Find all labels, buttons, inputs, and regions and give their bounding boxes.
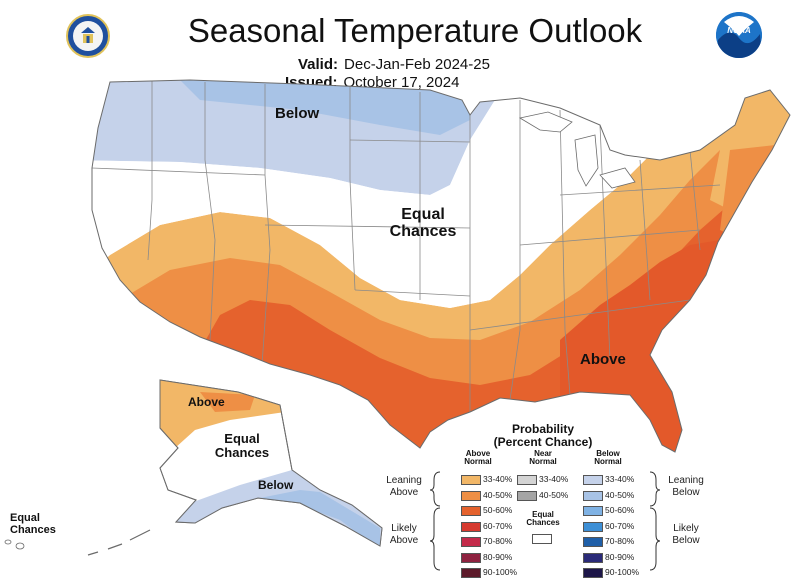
conus-outline <box>91 79 791 453</box>
legend-above-range-label: 60-70% <box>483 520 513 531</box>
legend-below-swatch <box>583 537 603 547</box>
label-equal-line2: Chances <box>389 222 457 240</box>
legend-near-header-line2: Normal <box>529 457 557 467</box>
legend-brackets <box>429 471 661 571</box>
legend-above-swatch <box>461 506 481 516</box>
label-equal-chances-center: Equal Chances <box>383 206 463 241</box>
legend-likely-above: Likely Above <box>378 523 430 546</box>
legend-leaning-below: Leaning Below <box>660 475 712 498</box>
legend-above-range-label: 40-50% <box>483 489 513 500</box>
label-alaska-equal: Equal Chances <box>210 432 274 459</box>
page-title: Seasonal Temperature Outlook <box>187 12 643 49</box>
legend-leaning-below-line2: Below <box>672 486 700 498</box>
legend-below-header-line2: Normal <box>594 457 622 467</box>
legend-likely-above-line2: Above <box>389 534 419 546</box>
hawaii-islands <box>4 539 25 550</box>
legend-above-swatch <box>461 537 481 547</box>
aleutian-islands <box>87 529 151 556</box>
above-40-50-region <box>92 120 790 452</box>
legend-below-swatch <box>583 490 603 501</box>
legend-above-range-label: 90-100% <box>483 567 518 577</box>
legend-below-range-label: 40-50% <box>605 489 635 500</box>
legend-above-range-label: 80-90% <box>483 551 513 562</box>
legend-leaning-below-line1: Leaning <box>668 475 704 486</box>
valid-value: Dec-Jan-Feb 2024-25 <box>344 56 490 73</box>
legend-above-swatch <box>461 475 481 485</box>
legend-below-range-label: 33-40% <box>605 474 635 484</box>
alaska-below-core <box>260 490 380 546</box>
label-hawaii-equal-line1: Equal <box>10 512 40 524</box>
legend-leaning-above-line1: Leaning <box>386 475 422 486</box>
label-alaska-below: Below <box>258 478 294 492</box>
alaska-above-core <box>200 392 255 412</box>
legend-near-swatch <box>517 490 537 501</box>
legend-likely-above-line1: Likely <box>391 523 417 534</box>
legend-below-swatch <box>583 521 603 532</box>
legend-leaning-above: Leaning Above <box>378 475 430 498</box>
legend-above-swatch <box>461 552 481 563</box>
legend-above-range-label: 70-80% <box>483 536 513 546</box>
state-boundaries <box>92 80 721 420</box>
legend-below-range-label: 70-80% <box>605 536 635 546</box>
legend-above-swatch <box>461 521 481 532</box>
legend-near-header-line1: Near <box>534 449 552 458</box>
legend-above-swatch <box>461 490 481 501</box>
legend-below-swatch <box>583 506 603 516</box>
legend-near-swatch <box>517 475 537 485</box>
noaa-logo-text: NOAA <box>727 26 751 35</box>
legend-title: Probability (Percent Chance) <box>478 422 608 450</box>
valid-line: Valid: Dec-Jan-Feb 2024-25 <box>298 56 490 73</box>
legend-likely-below-line1: Likely <box>673 523 699 534</box>
legend-above-swatch <box>461 568 481 578</box>
legend-below-swatch <box>583 552 603 563</box>
label-equal-line1: Equal <box>401 206 445 223</box>
legend-below-range-label: 90-100% <box>605 567 640 577</box>
label-alaska-equal-line1: Equal <box>224 431 260 446</box>
commerce-seal-icon <box>66 14 110 58</box>
legend-below-swatch <box>583 568 603 578</box>
legend-above-header-line2: Normal <box>464 457 492 467</box>
northeast-deeper-region <box>720 140 790 240</box>
legend-above-range-label: 33-40% <box>483 474 513 484</box>
legend-below-range-label: 50-60% <box>605 505 635 515</box>
legend-leaning-above-line2: Above <box>389 486 419 498</box>
legend-below-normal-header: Below Normal <box>583 449 633 467</box>
legend-near-range-label: 40-50% <box>539 489 569 500</box>
legend-below-swatch <box>583 475 603 485</box>
great-lakes <box>518 111 636 189</box>
label-below-north: Below <box>275 105 320 122</box>
noaa-logo-icon: NOAA <box>716 12 762 58</box>
label-above-southeast: Above <box>580 351 626 368</box>
legend-likely-below-line2: Below <box>672 534 700 546</box>
label-hawaii-equal: Equal Chances <box>10 512 74 536</box>
label-hawaii-equal-line2: Chances <box>10 523 56 536</box>
legend-equal-line2: Chances <box>526 518 560 528</box>
legend-equal-chances-label: Equal Chances <box>518 510 568 528</box>
label-alaska-equal-line2: Chances <box>214 444 270 460</box>
legend-near-range-label: 33-40% <box>539 474 569 484</box>
legend-above-range-label: 50-60% <box>483 505 513 515</box>
valid-label: Valid: <box>298 56 339 73</box>
legend-near-normal-header: Near Normal <box>518 449 568 467</box>
legend-above-normal-header: Above Normal <box>453 449 503 467</box>
label-alaska-above: Above <box>188 395 225 409</box>
legend-below-header-line1: Below <box>596 449 620 458</box>
legend-equal-chances-swatch <box>532 534 552 544</box>
issued-value: October 17, 2024 <box>343 74 460 91</box>
legend-title-line2: (Percent Chance) <box>493 435 593 450</box>
legend-likely-below: Likely Below <box>660 523 712 546</box>
legend-below-range-label: 60-70% <box>605 520 635 531</box>
legend-title-line1: Probability <box>511 422 574 436</box>
legend-below-range-label: 80-90% <box>605 551 635 562</box>
legend-above-header-line1: Above <box>465 449 491 458</box>
legend-equal-line1: Equal <box>532 510 554 519</box>
below-40-50-region <box>180 80 470 135</box>
